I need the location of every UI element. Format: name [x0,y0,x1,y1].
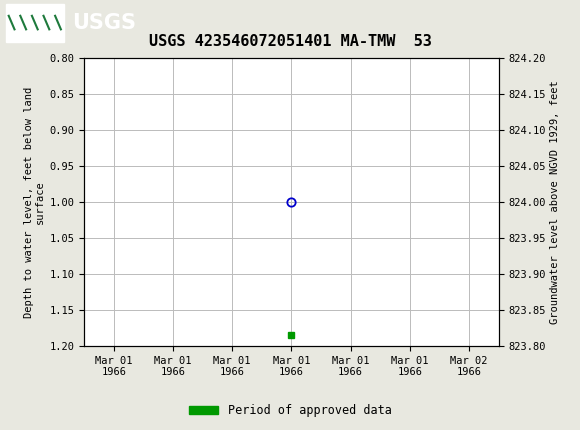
Text: USGS 423546072051401 MA-TMW  53: USGS 423546072051401 MA-TMW 53 [148,34,432,49]
Legend: Period of approved data: Period of approved data [184,399,396,422]
Text: USGS: USGS [72,12,136,33]
Y-axis label: Groundwater level above NGVD 1929, feet: Groundwater level above NGVD 1929, feet [550,80,560,324]
Y-axis label: Depth to water level, feet below land
surface: Depth to water level, feet below land su… [24,86,45,318]
Bar [6,3,64,42]
